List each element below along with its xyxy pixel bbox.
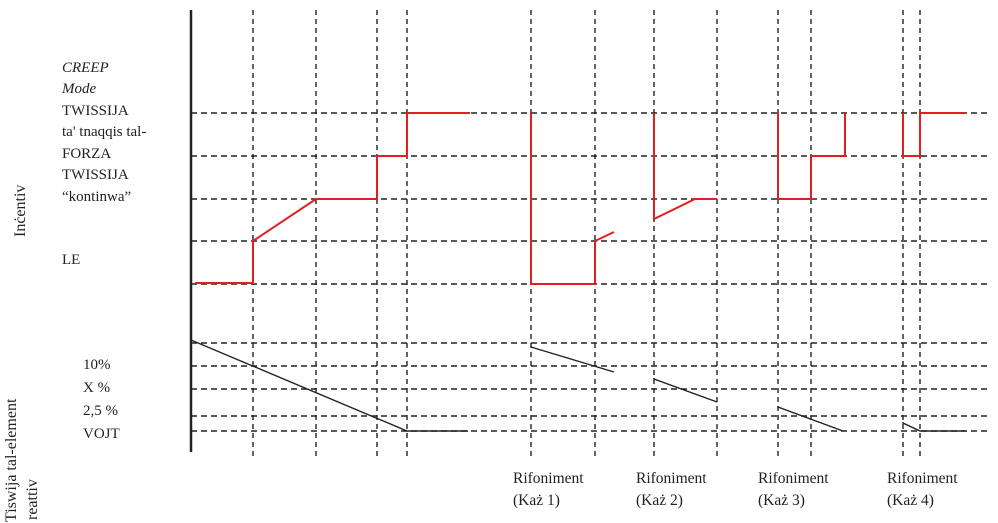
case-3-number: (Każ 3) bbox=[758, 492, 805, 509]
case-3-title: Rifoniment bbox=[758, 470, 829, 487]
label-creep-line2: Mode bbox=[62, 81, 97, 97]
case-2-number: (Każ 2) bbox=[636, 492, 683, 509]
label-two-five-percent: 2,5 % bbox=[83, 403, 118, 419]
label-twissija-tnaqqis-line3: FORZA bbox=[62, 146, 112, 162]
incentive-level-lines bbox=[191, 112, 990, 285]
depletion-level-lines bbox=[191, 342, 990, 432]
label-le: LE bbox=[62, 252, 81, 268]
label-ten-percent: 10% bbox=[83, 357, 111, 373]
label-twissija-tnaqqis-line1: TWISSIJA bbox=[62, 103, 129, 119]
depletion-trace-case2 bbox=[653, 378, 718, 403]
incentive-trace-case3 bbox=[777, 113, 846, 200]
label-x-percent: X % bbox=[83, 380, 111, 396]
label-twissija-tnaqqis-line2: ta' tnaqqis tal- bbox=[62, 124, 147, 140]
case-4-title: Rifoniment bbox=[887, 470, 958, 487]
case-label-3: Rifoniment (Każ 3) bbox=[758, 468, 829, 512]
depletion-axis-title-line2: reattiv bbox=[24, 479, 41, 520]
depletion-axis-title-line1: Tiswija tal-element bbox=[3, 398, 20, 522]
label-empty: VOJT bbox=[83, 426, 120, 442]
case-label-1: Rifoniment (Każ 1) bbox=[513, 468, 584, 512]
depletion-trace-case3 bbox=[777, 406, 844, 432]
incentive-trace-case2 bbox=[653, 113, 717, 221]
case-1-title: Rifoniment bbox=[513, 470, 584, 487]
incentive-trace-main bbox=[195, 112, 470, 284]
depletion-traces bbox=[190, 339, 966, 432]
label-twissija-kontinwa-line1: TWISSIJA bbox=[62, 167, 129, 183]
incentive-trace-case4 bbox=[902, 112, 966, 157]
case-2-title: Rifoniment bbox=[636, 470, 707, 487]
depletion-trace-case1 bbox=[530, 346, 615, 373]
case-label-4: Rifoniment (Każ 4) bbox=[887, 468, 958, 512]
case-label-2: Rifoniment (Każ 2) bbox=[636, 468, 707, 512]
depletion-trace-case4 bbox=[902, 422, 966, 432]
label-twissija-kontinwa-line2: “kontinwa” bbox=[62, 189, 132, 205]
vertical-guides bbox=[252, 10, 921, 460]
case-4-number: (Każ 4) bbox=[887, 492, 934, 509]
label-creep-line1: CREEP bbox=[62, 60, 109, 76]
case-1-number: (Każ 1) bbox=[513, 492, 560, 509]
incentive-trace-case1 bbox=[530, 113, 615, 285]
depletion-trace-main bbox=[190, 339, 468, 432]
incentive-traces bbox=[195, 112, 966, 285]
incentive-axis-title: Inċentiv bbox=[12, 184, 29, 237]
